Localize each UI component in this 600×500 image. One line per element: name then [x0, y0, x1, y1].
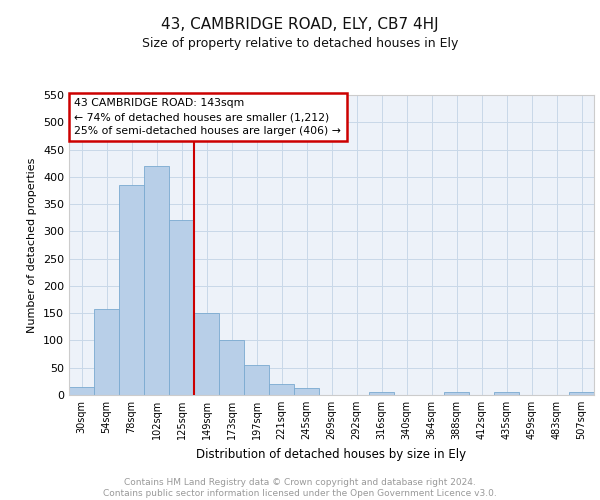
Bar	[269, 384, 294, 395]
Bar	[444, 392, 469, 395]
Text: 43 CAMBRIDGE ROAD: 143sqm
← 74% of detached houses are smaller (1,212)
25% of se: 43 CAMBRIDGE ROAD: 143sqm ← 74% of detac…	[74, 98, 341, 136]
X-axis label: Distribution of detached houses by size in Ely: Distribution of detached houses by size …	[196, 448, 467, 460]
Bar	[369, 392, 394, 395]
Bar	[569, 392, 594, 395]
Bar	[244, 365, 269, 395]
Bar	[194, 313, 219, 395]
Y-axis label: Number of detached properties: Number of detached properties	[28, 158, 37, 332]
Text: Contains HM Land Registry data © Crown copyright and database right 2024.
Contai: Contains HM Land Registry data © Crown c…	[103, 478, 497, 498]
Bar	[219, 340, 244, 395]
Text: 43, CAMBRIDGE ROAD, ELY, CB7 4HJ: 43, CAMBRIDGE ROAD, ELY, CB7 4HJ	[161, 18, 439, 32]
Bar	[294, 388, 319, 395]
Bar	[119, 185, 144, 395]
Text: Size of property relative to detached houses in Ely: Size of property relative to detached ho…	[142, 38, 458, 51]
Bar	[494, 392, 519, 395]
Bar	[144, 166, 169, 395]
Bar	[94, 310, 119, 395]
Bar	[169, 220, 194, 395]
Bar	[69, 387, 94, 395]
